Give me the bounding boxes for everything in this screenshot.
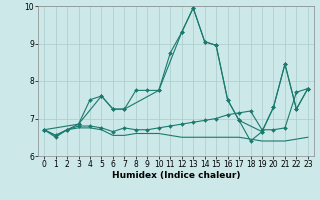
X-axis label: Humidex (Indice chaleur): Humidex (Indice chaleur)	[112, 171, 240, 180]
